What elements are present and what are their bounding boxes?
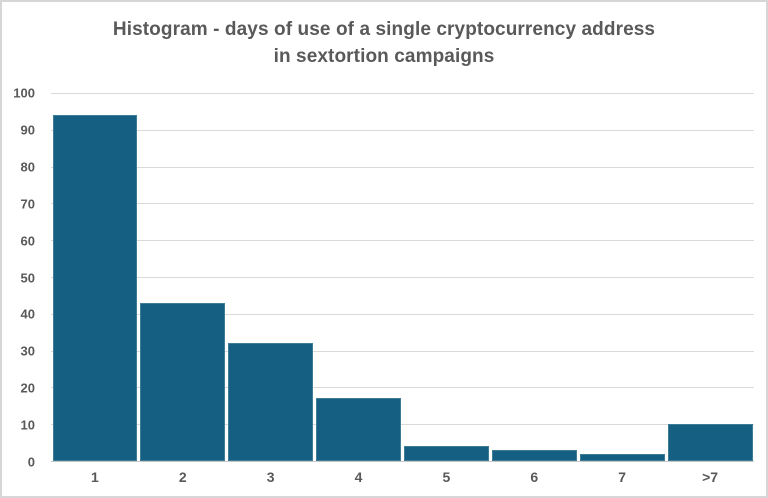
plot-area [51, 93, 754, 462]
x-tick-label: 7 [618, 469, 627, 485]
gridline [51, 350, 754, 352]
y-tick-label: 40 [20, 306, 35, 322]
bar-3 [228, 343, 314, 461]
x-tick-label: 4 [354, 469, 363, 485]
bar-slot [403, 93, 491, 461]
gridline [51, 129, 754, 131]
gridline [51, 240, 754, 242]
gridline [51, 424, 754, 426]
gridline [51, 166, 754, 168]
bar-slot [666, 93, 754, 461]
chart-title-line-2: in sextortion campaigns [273, 46, 495, 67]
x-tick-label: >7 [702, 469, 719, 485]
y-tick-label: 60 [20, 233, 35, 249]
chart-title: Histogram - days of use of a single cryp… [2, 16, 766, 70]
y-tick-label: 70 [20, 196, 35, 212]
x-axis-labels: 1 2 3 4 5 6 7 >7 [51, 467, 754, 487]
gridline [51, 203, 754, 205]
gridline [51, 313, 754, 315]
y-tick-label: 20 [20, 380, 35, 396]
gridlines [51, 93, 754, 461]
bar-slot [490, 93, 578, 461]
bar-2 [140, 302, 226, 461]
bar-slot [139, 93, 227, 461]
gridline [51, 277, 754, 278]
y-tick-label: 30 [20, 343, 35, 359]
x-tick-label: 2 [178, 469, 187, 485]
bar-slot [578, 93, 666, 461]
y-tick-label: 0 [27, 454, 35, 470]
bar-7 [579, 453, 665, 461]
bar-slot [315, 93, 403, 461]
y-tick-label: 90 [20, 122, 35, 138]
bar-5 [404, 446, 489, 461]
bar->7 [667, 424, 753, 461]
gridline [51, 387, 754, 389]
x-tick-label: 5 [442, 469, 451, 485]
bar-slot [227, 93, 315, 461]
x-tick-label: 3 [266, 469, 275, 485]
bar-4 [316, 398, 401, 461]
x-tick-label: 6 [530, 469, 539, 485]
x-tick-label: 1 [91, 469, 99, 485]
bars-row [51, 93, 754, 461]
bar-6 [491, 449, 577, 461]
y-axis-labels: 0 10 20 30 40 50 60 70 80 90 100 [2, 86, 35, 470]
bar-slot [51, 93, 139, 461]
y-tick-label: 10 [20, 417, 35, 433]
bar-1 [52, 115, 138, 461]
y-tick-label: 50 [20, 270, 35, 285]
y-tick-label: 100 [13, 85, 35, 101]
chart-title-line-1: Histogram - days of use of a single cryp… [112, 19, 656, 40]
gridline [51, 93, 754, 94]
y-tick-label: 80 [20, 159, 35, 175]
